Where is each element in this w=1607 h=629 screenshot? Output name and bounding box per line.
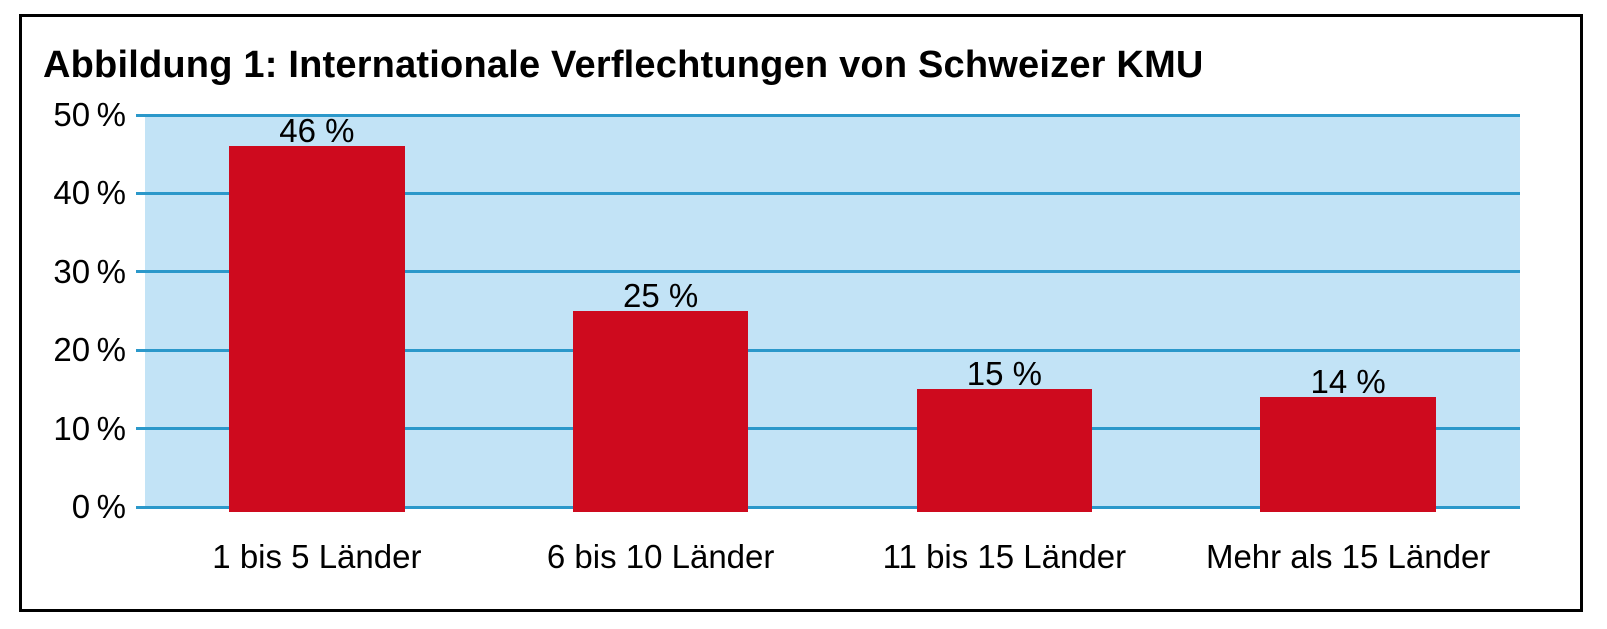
- bar-value-label: 46 %: [279, 112, 355, 150]
- x-category-label: 1 bis 5 Länder: [212, 538, 422, 575]
- chart-title: Abbildung 1: Internationale Verflechtung…: [43, 44, 1204, 86]
- y-tick-label: 20 %: [53, 331, 126, 369]
- x-category-label: 11 bis 15 Länder: [882, 538, 1127, 575]
- bar: [229, 146, 405, 512]
- bar: [1260, 397, 1436, 512]
- x-category-label: 6 bis 10 Länder: [546, 538, 775, 575]
- y-tick-label: 30 %: [53, 252, 126, 290]
- y-tick-label: 0 %: [71, 488, 126, 525]
- figure-frame: Abbildung 1: Internationale Verflechtung…: [19, 14, 1583, 612]
- y-tick-label: 10 %: [53, 409, 126, 447]
- gridline: [136, 270, 1520, 274]
- gridline: [136, 348, 1520, 352]
- x-category-label: Mehr als 15 Länder: [1205, 538, 1491, 575]
- bar-value-label: 15 %: [966, 355, 1042, 393]
- gridline: [136, 113, 1520, 117]
- gridline: [136, 505, 1520, 509]
- bar: [572, 311, 749, 512]
- gridline: [136, 191, 1520, 195]
- y-tick-label: 40 %: [53, 174, 126, 212]
- gridline: [136, 427, 1520, 431]
- y-tick-label: 50 %: [53, 96, 126, 133]
- bar: [916, 389, 1093, 512]
- bar-value-label: 14 %: [1310, 362, 1386, 400]
- plot-area: 46 % 25 % 15 % 14 %: [136, 112, 1520, 512]
- bar-value-label: 25 %: [623, 276, 699, 314]
